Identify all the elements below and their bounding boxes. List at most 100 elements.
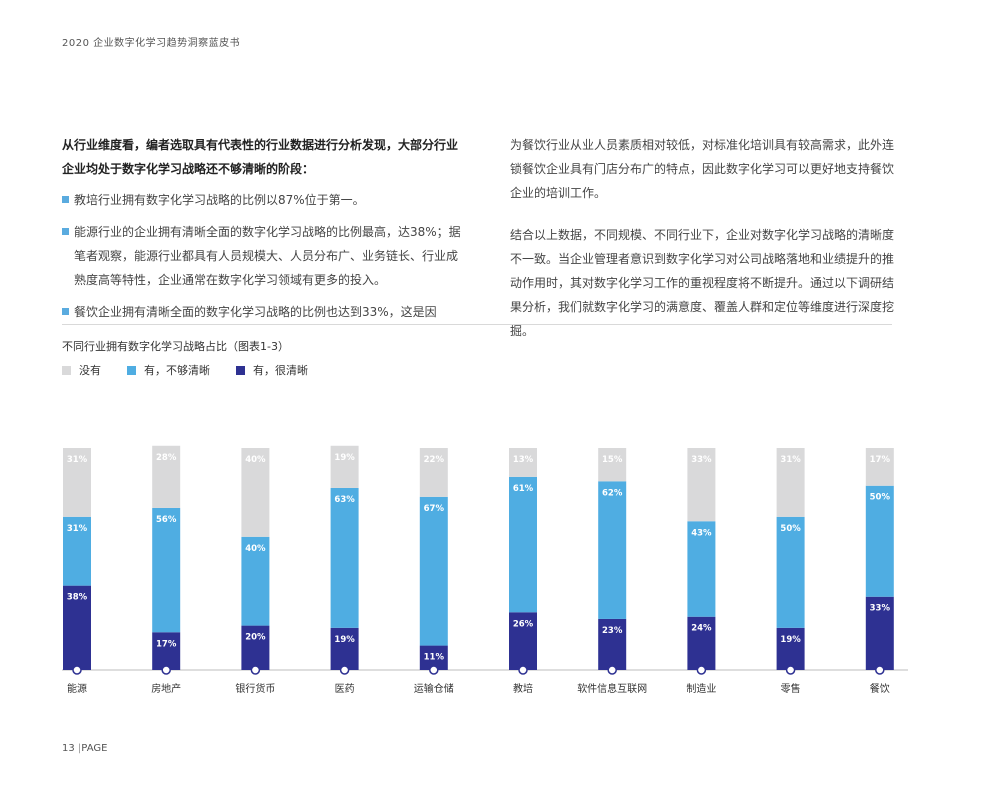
right-text-column: 为餐饮行业从业人员素质相对较低，对标准化培训具有较高需求，此外连锁餐饮企业具有门… bbox=[510, 133, 895, 361]
baseline-marker bbox=[72, 665, 82, 675]
bar-segment bbox=[865, 596, 894, 670]
bar-value-label: 50% bbox=[780, 524, 801, 534]
x-tick-label: 制造业 bbox=[686, 682, 716, 695]
bullet-square-icon bbox=[62, 196, 69, 203]
bullet-text: 教培行业拥有数字化学习战略的比例以87%位于第一。 bbox=[74, 193, 365, 207]
bar-segment bbox=[419, 496, 448, 646]
bar-segment bbox=[776, 516, 805, 628]
bar-value-label: 19% bbox=[780, 635, 801, 645]
x-tick-label: 房地产 bbox=[151, 682, 181, 695]
bar-segment bbox=[687, 521, 716, 617]
bar-value-label: 20% bbox=[245, 633, 266, 643]
x-tick-label: 医药 bbox=[335, 683, 355, 695]
bar-value-label: 26% bbox=[513, 619, 534, 629]
x-tick-label: 运输仓储 bbox=[414, 682, 454, 695]
bar-value-label: 19% bbox=[334, 453, 355, 463]
bar-value-label: 56% bbox=[156, 515, 177, 525]
x-tick-label: 教培 bbox=[513, 682, 533, 695]
bar-value-label: 38% bbox=[67, 593, 88, 603]
baseline-marker bbox=[696, 665, 707, 675]
bar-value-label: 31% bbox=[67, 455, 88, 465]
baseline-marker bbox=[518, 665, 528, 675]
footer-separator: | bbox=[77, 743, 82, 754]
legend-swatch bbox=[127, 365, 136, 375]
bar-value-label: 22% bbox=[424, 455, 445, 465]
bar-value-label: 23% bbox=[602, 626, 623, 636]
bar-segment bbox=[687, 616, 716, 670]
bar-segment bbox=[687, 448, 716, 522]
bar-value-label: 19% bbox=[334, 635, 355, 645]
bar-value-label: 50% bbox=[870, 493, 891, 503]
page-number: 13 bbox=[62, 743, 75, 754]
bar-segment bbox=[241, 536, 270, 626]
baseline-marker bbox=[429, 665, 439, 675]
bar-segment bbox=[241, 625, 270, 670]
legend-label: 有，很清晰 bbox=[253, 364, 308, 377]
x-tick-label: 银行货币 bbox=[235, 682, 275, 695]
bar-segment bbox=[152, 445, 181, 508]
left-text-column: 从行业维度看，编者选取具有代表性的行业数据进行分析发现，大部分行业企业均处于数字… bbox=[62, 133, 462, 332]
bullet-item: 教培行业拥有数字化学习战略的比例以87%位于第一。 bbox=[62, 188, 462, 212]
bar-value-label: 17% bbox=[870, 455, 891, 465]
bar-value-label: 31% bbox=[67, 524, 88, 534]
bar-value-label: 24% bbox=[691, 624, 712, 634]
bar-segment bbox=[598, 448, 627, 482]
bar-value-label: 43% bbox=[691, 528, 712, 538]
bar-segment bbox=[598, 481, 627, 619]
bar-segment bbox=[152, 507, 181, 633]
legend-item: 没有 bbox=[62, 362, 101, 378]
bar-value-label: 13% bbox=[513, 455, 534, 465]
bar-segment bbox=[63, 448, 91, 517]
page-label: PAGE bbox=[81, 743, 108, 754]
bar-segment bbox=[330, 627, 359, 670]
bar-segment bbox=[865, 485, 894, 597]
bar-value-label: 33% bbox=[870, 604, 891, 614]
bar-segment bbox=[330, 487, 359, 628]
baseline-marker bbox=[607, 665, 617, 675]
legend-item: 有，很清晰 bbox=[236, 362, 308, 378]
body-paragraph: 为餐饮行业从业人员素质相对较低，对标准化培训具有较高需求，此外连锁餐饮企业具有门… bbox=[510, 138, 895, 200]
baseline-marker bbox=[785, 665, 796, 675]
baseline-marker bbox=[339, 665, 350, 675]
bar-segment bbox=[598, 618, 627, 670]
x-tick-label: 零售 bbox=[781, 682, 801, 695]
legend-swatch bbox=[62, 365, 71, 375]
chart-legend: 没有 有，不够清晰 有，很清晰 bbox=[62, 362, 334, 378]
bar-segment bbox=[509, 612, 537, 670]
bullet-text: 能源行业的企业拥有清晰全面的数字化学习战略的比例最高，达38%；据笔者观察，能源… bbox=[74, 225, 461, 287]
baseline-marker bbox=[161, 665, 171, 675]
x-tick-label: 软件信息互联网 bbox=[577, 682, 647, 695]
x-tick-label: 能源 bbox=[67, 682, 87, 695]
bullet-item: 能源行业的企业拥有清晰全面的数字化学习战略的比例最高，达38%；据笔者观察，能源… bbox=[62, 220, 462, 292]
bar-value-label: 40% bbox=[245, 455, 266, 465]
bar-value-label: 11% bbox=[424, 653, 445, 663]
page-footer: 13 |PAGE bbox=[62, 743, 107, 754]
bar-value-label: 61% bbox=[513, 484, 534, 494]
bar-segment bbox=[63, 516, 91, 586]
bullet-text: 餐饮企业拥有清晰全面的数字化学习战略的比例也达到33%，这是因 bbox=[74, 305, 437, 319]
bar-value-label: 15% bbox=[602, 455, 623, 465]
bar-value-label: 62% bbox=[602, 488, 623, 498]
bar-value-label: 31% bbox=[780, 455, 801, 465]
bar-segment bbox=[509, 476, 537, 613]
chart-title: 不同行业拥有数字化学习战略占比（图表1-3） bbox=[62, 340, 289, 353]
bar-segment bbox=[865, 448, 894, 486]
bullet-square-icon bbox=[62, 228, 69, 235]
lead-paragraph: 从行业维度看，编者选取具有代表性的行业数据进行分析发现，大部分行业企业均处于数字… bbox=[62, 138, 459, 176]
bar-value-label: 28% bbox=[156, 453, 177, 463]
bar-segment bbox=[776, 627, 805, 670]
legend-label: 有，不够清晰 bbox=[144, 364, 210, 377]
legend-item: 有，不够清晰 bbox=[127, 362, 210, 378]
bar-segment bbox=[63, 585, 91, 670]
bar-segment bbox=[330, 445, 359, 488]
legend-swatch bbox=[236, 365, 245, 375]
bar-segment bbox=[419, 448, 448, 497]
bar-segment bbox=[152, 632, 181, 670]
body-paragraph: 结合以上数据，不同规模、不同行业下，企业对数字化学习战略的清晰度不一致。当企业管… bbox=[510, 228, 895, 338]
x-tick-label: 餐饮 bbox=[870, 682, 890, 695]
bar-value-label: 40% bbox=[245, 544, 266, 554]
bar-value-label: 63% bbox=[334, 495, 355, 505]
section-divider bbox=[62, 324, 892, 325]
legend-label: 没有 bbox=[79, 364, 101, 377]
